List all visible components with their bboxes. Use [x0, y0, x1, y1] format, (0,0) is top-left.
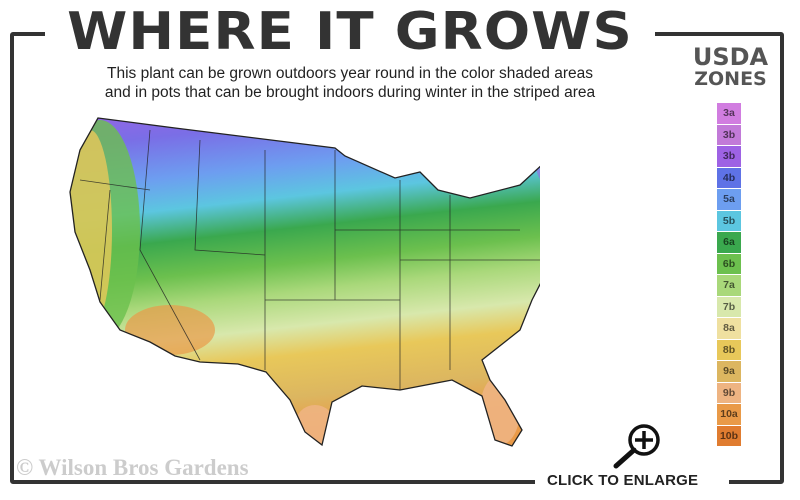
subtitle-line: This plant can be grown outdoors year ro…	[107, 65, 593, 82]
legend-title: USDA ZONES	[683, 43, 778, 90]
legend-zone-4b: 4b	[717, 167, 741, 189]
subtitle: This plant can be grown outdoors year ro…	[60, 64, 640, 102]
zoom-in-icon[interactable]	[606, 422, 666, 470]
legend-zone-10a: 10a	[717, 404, 741, 426]
legend-zone-7b: 7b	[717, 296, 741, 318]
legend-zone-6b: 6b	[717, 253, 741, 275]
legend-zone-8b: 8b	[717, 339, 741, 361]
legend-zone-3b: 3b	[717, 146, 741, 168]
legend-zone-5b: 5b	[717, 210, 741, 232]
us-hardiness-zone-map[interactable]	[60, 105, 540, 450]
subtitle-line: and in pots that can be brought indoors …	[104, 84, 596, 101]
frame-gap	[45, 24, 655, 40]
legend-zone-3a: 3a	[717, 103, 741, 125]
legend-title-line: ZONES	[694, 68, 767, 90]
frame-gap	[535, 478, 729, 490]
legend-zone-3b: 3b	[717, 124, 741, 146]
legend-zone-5a: 5a	[717, 189, 741, 211]
watermark: © Wilson Bros Gardens	[16, 455, 249, 480]
legend-zone-8a: 8a	[717, 318, 741, 340]
legend-zone-9b: 9b	[717, 382, 741, 404]
legend-zone-10b: 10b	[717, 425, 741, 447]
page-title: WHERE IT GROWS	[67, 2, 633, 62]
click-to-enlarge-button[interactable]: CLICK TO ENLARGE	[547, 472, 699, 489]
legend-zone-6a: 6a	[717, 232, 741, 254]
zone-legend: 3a 3b 3b 4b 5a 5b 6a 6b 7a 7b 8a 8b 9a 9b 10a 10b	[717, 103, 741, 447]
legend-title-line: USDA	[692, 43, 769, 71]
legend-zone-7a: 7a	[717, 275, 741, 297]
legend-zone-9a: 9a	[717, 361, 741, 383]
